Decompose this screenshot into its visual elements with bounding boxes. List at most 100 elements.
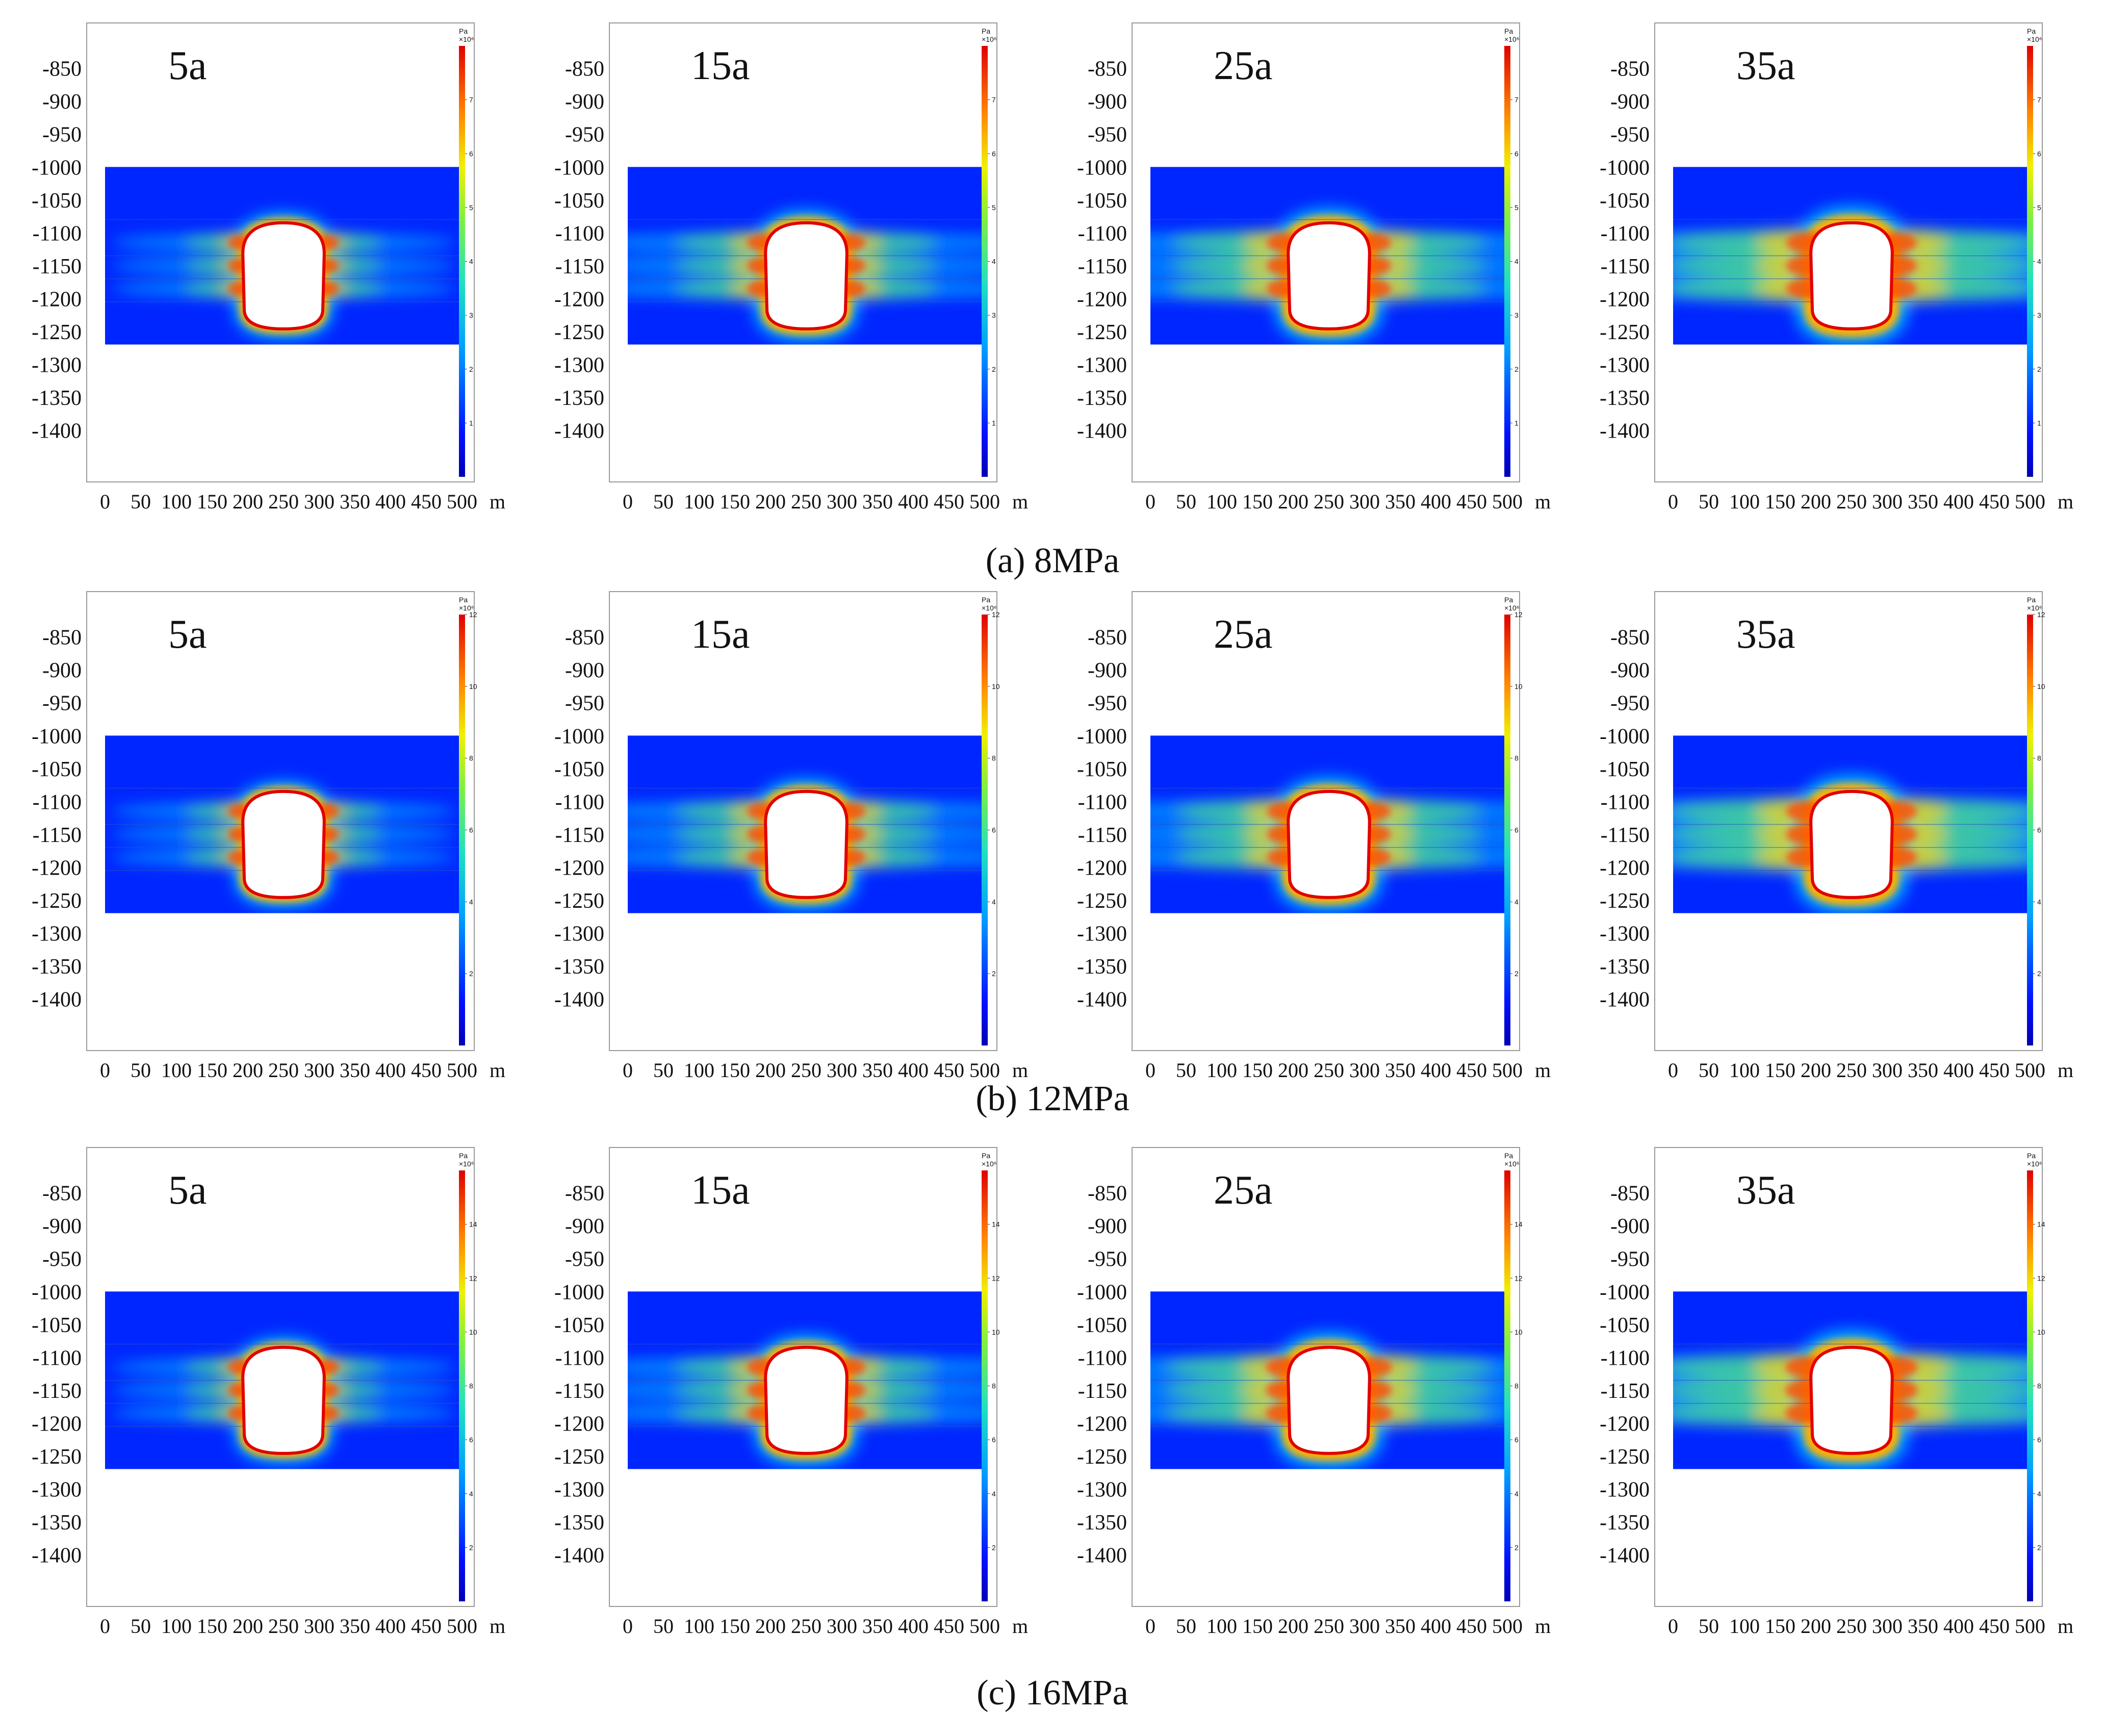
- y-tick-label: -1350: [1600, 1511, 1650, 1535]
- y-tick-label: -1250: [554, 321, 604, 344]
- y-tick-label: -1050: [32, 189, 82, 213]
- y-tick-label: -1250: [32, 321, 82, 344]
- y-tick-label: -900: [1610, 1215, 1650, 1238]
- heatmap-panel: -850 -900 -950 -1000 -1050 -1100 -1150 -1200 -12…: [1600, 591, 2073, 1082]
- x-tick-label: 50: [1699, 1059, 1719, 1082]
- y-tick-label: -1050: [554, 189, 604, 213]
- colorbar-tick-label: 10: [992, 682, 1000, 691]
- x-tick-label: 350: [1385, 1059, 1416, 1082]
- x-tick-label: 350: [1908, 1059, 1938, 1082]
- heatmap-panel: -850 -900 -950 -1000 -1050 -1100 -1150 -1200 -12…: [1600, 1147, 2073, 1638]
- x-tick-label: 400: [898, 490, 929, 513]
- colorbar-tick-label: 2: [992, 1543, 996, 1551]
- heatmap-panel: -850 -900 -950 -1000 -1050 -1100 -1150 -1200 -12…: [1077, 591, 1551, 1082]
- y-tick-label: -1300: [554, 922, 604, 946]
- x-tick-label: 250: [791, 1615, 822, 1638]
- y-tick-label: -850: [42, 1182, 82, 1206]
- y-tick-label: -1250: [554, 1445, 604, 1469]
- y-tick-label: -1100: [1601, 790, 1650, 814]
- colorbar-tick-label: 2: [992, 969, 996, 978]
- x-tick-label: 350: [862, 1615, 893, 1638]
- y-tick-label: -850: [42, 58, 82, 81]
- y-tick-label: -1400: [1600, 419, 1650, 443]
- y-tick-label: -1150: [1078, 1380, 1127, 1403]
- y-tick-label: -1100: [1078, 790, 1127, 814]
- colorbar: [2027, 46, 2033, 477]
- y-tick-label: -1050: [1077, 758, 1127, 781]
- colorbar-tick-label: 7: [469, 96, 473, 104]
- x-tick-label: 450: [411, 1059, 442, 1082]
- x-tick-label: 350: [862, 490, 893, 513]
- colorbar-tick-label: 6: [1514, 1436, 1519, 1444]
- x-tick-label: 300: [304, 1059, 335, 1082]
- y-tick-label: -950: [42, 692, 82, 716]
- x-tick-label: 450: [934, 1615, 964, 1638]
- colorbar-scale: ×10⁶: [2027, 1160, 2042, 1168]
- x-axis-unit: m: [1535, 1059, 1551, 1082]
- x-tick-label: 0: [100, 1059, 110, 1082]
- colorbar-tick-label: 10: [469, 682, 477, 691]
- y-tick-label: -1150: [555, 824, 604, 847]
- x-tick-label: 400: [1943, 490, 1974, 513]
- y-tick-label: -850: [1610, 1182, 1650, 1206]
- y-tick-label: -1000: [554, 725, 604, 748]
- x-tick-label: 250: [791, 490, 822, 513]
- y-tick-label: -1000: [1077, 1281, 1127, 1304]
- colorbar-tick-label: 7: [1514, 96, 1519, 104]
- y-tick-label: -1250: [1077, 321, 1127, 344]
- colorbar-tick-label: 7: [2037, 96, 2041, 104]
- y-tick-label: -1150: [1601, 824, 1650, 847]
- heatmap-panel: -850 -900 -950 -1000 -1050 -1100 -1150 -1200 -12…: [554, 591, 1028, 1082]
- y-tick-label: -1000: [1600, 725, 1650, 748]
- y-tick-label: -1000: [32, 725, 82, 748]
- colorbar-tick-label: 4: [469, 258, 473, 266]
- colorbar-tick-label: 3: [2037, 311, 2041, 319]
- colorbar-tick-label: 14: [469, 1220, 477, 1229]
- cavity: [764, 789, 849, 899]
- colorbar-tick-label: 6: [992, 149, 996, 158]
- x-tick-label: 250: [268, 1615, 299, 1638]
- x-tick-label: 100: [161, 1059, 192, 1082]
- x-tick-label: 450: [1456, 1615, 1487, 1638]
- y-tick-label: -1300: [1600, 922, 1650, 946]
- x-tick-label: 250: [1836, 1615, 1867, 1638]
- colorbar-scale: ×10⁶: [2027, 604, 2042, 612]
- colorbar-tick-label: 4: [2037, 898, 2041, 906]
- y-tick-label: -1200: [1600, 288, 1650, 311]
- colorbar-tick-label: 6: [469, 826, 473, 834]
- colorbar-unit: Pa: [459, 27, 468, 35]
- colorbar-scale: ×10⁶: [459, 1160, 474, 1168]
- y-tick-label: -1100: [555, 222, 604, 245]
- x-tick-label: 100: [161, 490, 192, 513]
- y-tick-label: -1250: [1600, 889, 1650, 913]
- colorbar-tick-label: 4: [992, 898, 996, 906]
- y-tick-label: -900: [1610, 90, 1650, 114]
- y-tick-label: -1050: [32, 758, 82, 781]
- y-tick-label: -900: [565, 659, 604, 682]
- colorbar-scale: ×10⁶: [982, 1160, 997, 1168]
- colorbar-tick-label: 10: [992, 1328, 1000, 1336]
- colorbar-tick-label: 6: [2037, 1436, 2041, 1444]
- x-tick-label: 200: [1801, 490, 1831, 513]
- heatmap-panel: -850 -900 -950 -1000 -1050 -1100 -1150 -1200 -12…: [32, 591, 505, 1082]
- y-tick-label: -1100: [33, 1346, 82, 1370]
- x-tick-label: 200: [1278, 1059, 1308, 1082]
- x-tick-label: 100: [684, 490, 714, 513]
- x-tick-label: 0: [1668, 490, 1678, 513]
- colorbar-tick-label: 14: [992, 1220, 1000, 1229]
- y-tick-label: -1350: [1600, 955, 1650, 979]
- colorbar-tick-label: 6: [1514, 826, 1519, 834]
- colorbar-tick-label: 8: [992, 754, 996, 762]
- x-tick-label: 0: [1668, 1059, 1678, 1082]
- y-tick-label: -1000: [32, 1281, 82, 1304]
- x-tick-label: 150: [720, 490, 750, 513]
- colorbar-unit: Pa: [2027, 27, 2036, 35]
- x-tick-label: 400: [898, 1615, 929, 1638]
- y-tick-label: -1100: [555, 1346, 604, 1370]
- x-tick-label: 150: [197, 1059, 227, 1082]
- y-tick-label: -1350: [554, 387, 604, 410]
- colorbar-tick-label: 2: [469, 365, 473, 373]
- x-tick-label: 350: [1385, 490, 1416, 513]
- colorbar-tick-label: 14: [1514, 1220, 1523, 1229]
- time-label: 5a: [168, 1168, 207, 1213]
